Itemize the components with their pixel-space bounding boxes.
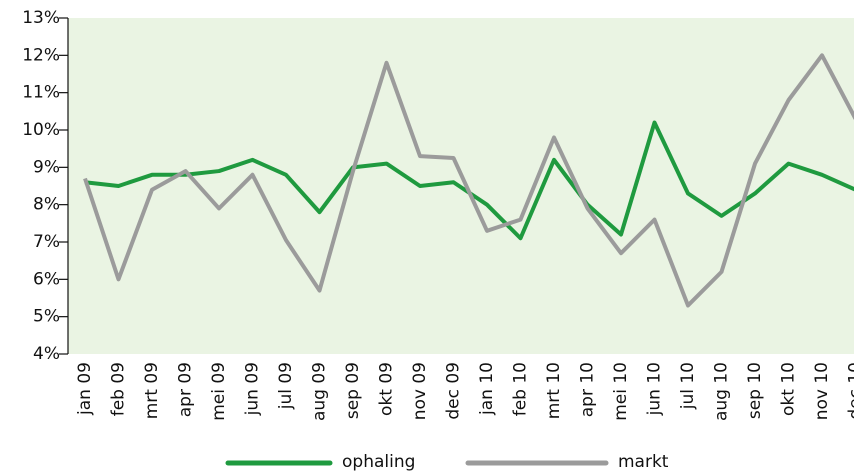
x-tick-label: dec 10 (846, 362, 854, 420)
series-line (83, 53, 854, 308)
x-tick-label: feb 09 (109, 362, 129, 416)
x-tick-label: jun 10 (645, 362, 665, 416)
x-tick-label: okt 09 (377, 362, 397, 416)
x-tick-label: apr 10 (578, 362, 598, 417)
y-tick-label: 10% (22, 120, 60, 140)
y-tick-label: 5% (33, 307, 60, 327)
y-tick-label: 8% (33, 195, 60, 215)
x-tick-label: dec 09 (444, 362, 464, 420)
x-tick-label: feb 10 (511, 362, 531, 416)
x-tick-label: jul 10 (678, 362, 698, 410)
y-tick-label: 4% (33, 344, 60, 364)
x-tick-label: sep 10 (745, 362, 765, 419)
y-tick-label: 13% (22, 8, 60, 28)
x-tick-label: nov 10 (812, 362, 832, 420)
y-tick-label: 7% (33, 232, 60, 252)
y-tick-label: 12% (22, 45, 60, 65)
legend-label: markt (618, 452, 669, 472)
x-tick-label: mrt 10 (544, 362, 564, 419)
x-tick-label: sep 09 (343, 362, 363, 419)
x-tick-label: nov 09 (410, 362, 430, 420)
x-tick-label: aug 10 (712, 362, 732, 421)
x-tick-label: mei 10 (611, 362, 631, 421)
x-tick-label: aug 09 (310, 362, 330, 421)
x-tick-label: mrt 09 (142, 362, 162, 419)
x-tick-label: jun 09 (243, 362, 263, 416)
x-tick-label: apr 09 (176, 362, 196, 417)
x-tick-label: mei 09 (209, 362, 229, 421)
x-tick-label: jul 09 (276, 362, 296, 410)
y-tick-label: 9% (33, 157, 60, 177)
y-tick-label: 11% (22, 83, 60, 103)
x-tick-label: okt 10 (779, 362, 799, 416)
x-tick-label: jan 10 (477, 362, 497, 416)
y-tick-label: 6% (33, 269, 60, 289)
legend-label: ophaling (342, 452, 415, 472)
x-tick-label: jan 09 (75, 362, 95, 416)
